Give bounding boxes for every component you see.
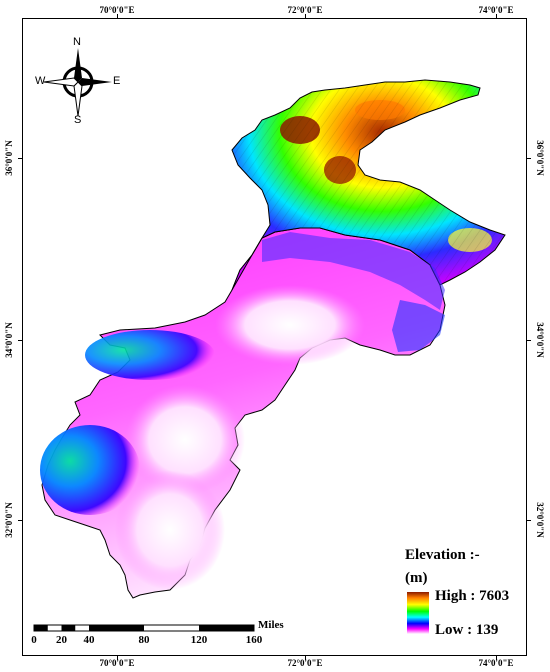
tick-left-34n — [18, 340, 23, 341]
southern-plain — [115, 470, 225, 590]
compass-n-label: N — [73, 36, 81, 48]
compass-w-label: W — [35, 75, 46, 87]
compass-e-label: E — [113, 75, 121, 87]
peshawar-valley-plain — [215, 285, 365, 365]
western-highlands-north — [85, 330, 215, 380]
province-southern-body — [41, 227, 446, 599]
legend-low-label: Low : 139 — [435, 622, 499, 638]
graticule-right-34n: 34°0'0"N — [535, 322, 545, 358]
elevation-legend: Elevation :- (m) High : 7603 Low : 139 — [405, 545, 525, 638]
tick-top-70e — [117, 14, 118, 19]
graticule-bottom-70e: 70°0'0"E — [99, 658, 135, 668]
tick-left-32n — [18, 520, 23, 521]
legend-unit: (m) — [405, 570, 428, 586]
tick-right-34n — [526, 340, 531, 341]
tick-bottom-72e — [305, 655, 306, 660]
scale-unit-label: Miles — [258, 619, 284, 631]
tick-top-72e — [305, 14, 306, 19]
terrain-texture — [232, 80, 505, 290]
legend-high-label: High : 7603 — [435, 588, 510, 604]
tick-right-32n — [526, 520, 531, 521]
scale-tick-80: 80 — [138, 634, 150, 646]
scale-bar: 0 20 40 80 120 160 Miles — [30, 617, 290, 651]
graticule-top-72e: 72°0'0"E — [287, 5, 323, 15]
graticule-bottom-74e: 74°0'0"E — [478, 658, 514, 668]
legend-title: Elevation :- — [405, 547, 480, 563]
western-highlands-south — [40, 425, 140, 515]
compass-rose-icon — [43, 48, 112, 117]
scale-tick-40: 40 — [83, 634, 95, 646]
scale-tick-0: 0 — [31, 634, 37, 646]
scale-bar-graphic — [33, 624, 255, 632]
scale-tick-120: 120 — [190, 634, 208, 646]
tick-left-36n — [18, 158, 23, 159]
graticule-right-36n: 36°0'0"N — [535, 140, 545, 176]
map-frame — [22, 18, 527, 656]
graticule-top-74e: 74°0'0"E — [478, 5, 514, 15]
central-plain — [125, 385, 245, 495]
eastern-blue-ridge — [392, 300, 445, 352]
scale-tick-20: 20 — [56, 634, 67, 646]
tick-right-36n — [526, 158, 531, 159]
compass-s-label: S — [74, 114, 82, 126]
tick-bottom-74e — [496, 655, 497, 660]
tick-top-74e — [496, 14, 497, 19]
transition-band — [262, 232, 445, 310]
graticule-top-70e: 70°0'0"E — [99, 5, 135, 15]
graticule-bottom-72e: 72°0'0"E — [287, 658, 323, 668]
elevation-color-ramp — [407, 592, 429, 634]
north-arrow — [36, 40, 120, 124]
tick-bottom-70e — [117, 655, 118, 660]
graticule-right-32n: 32°0'0"N — [535, 502, 545, 538]
scale-tick-160: 160 — [245, 634, 263, 646]
